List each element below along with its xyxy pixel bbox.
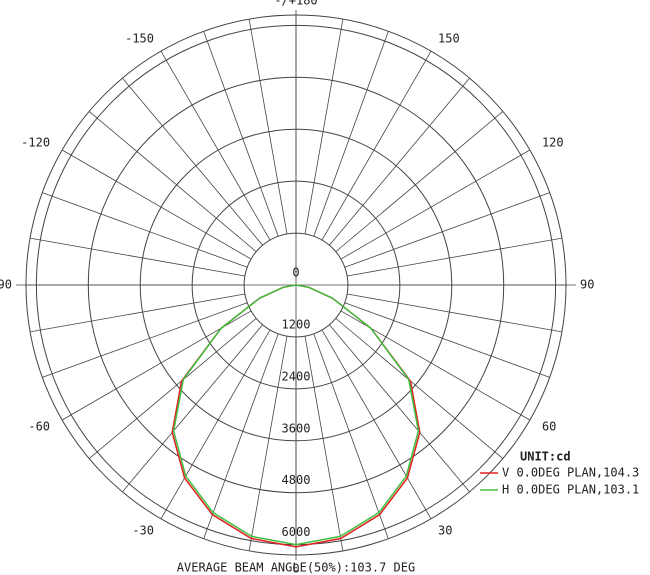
r-tick-label: 2400 bbox=[282, 369, 311, 383]
angle-tick-label: 30 bbox=[438, 523, 452, 537]
spoke bbox=[42, 302, 248, 378]
angle-tick-label: -150 bbox=[125, 32, 154, 46]
spoke bbox=[248, 336, 288, 551]
spoke bbox=[203, 333, 279, 539]
r-tick-label: 0 bbox=[292, 266, 299, 280]
spoke bbox=[335, 318, 504, 459]
spoke bbox=[335, 111, 504, 252]
angle-tick-label: 60 bbox=[542, 420, 556, 434]
r-tick-label: 1200 bbox=[282, 317, 311, 331]
legend-title: UNIT:cd bbox=[520, 450, 571, 464]
grid-ring bbox=[191, 180, 401, 390]
angle-tick-label: 120 bbox=[542, 136, 564, 150]
spoke bbox=[321, 329, 432, 520]
spoke bbox=[61, 149, 252, 260]
spoke bbox=[122, 77, 263, 246]
legend-label: H 0.0DEG PLAN,103.1 bbox=[502, 483, 639, 497]
spoke bbox=[347, 293, 562, 333]
spoke bbox=[304, 336, 344, 551]
footer: AVERAGE BEAM ANGLE(50%):103.7 DEG bbox=[177, 561, 415, 575]
r-tick-label: 3600 bbox=[282, 421, 311, 435]
angle-tick-label: -90 bbox=[0, 278, 12, 292]
r-tick-label: 4800 bbox=[282, 473, 311, 487]
spoke bbox=[313, 333, 389, 539]
angle-tick-label: 0 bbox=[292, 562, 299, 575]
spoke bbox=[321, 50, 432, 241]
spoke bbox=[329, 77, 470, 246]
r-tick-label: 6000 bbox=[282, 525, 311, 539]
spoke bbox=[42, 192, 248, 268]
grid-ring bbox=[243, 232, 349, 338]
angle-tick-label: 150 bbox=[438, 32, 460, 46]
spoke bbox=[30, 293, 245, 333]
spoke bbox=[88, 111, 257, 252]
angle-tick-label: -/+180 bbox=[274, 0, 317, 8]
angle-tick-label: -60 bbox=[28, 420, 50, 434]
spoke bbox=[248, 19, 288, 234]
grid-ring bbox=[139, 128, 453, 442]
spoke bbox=[122, 324, 263, 493]
spoke bbox=[347, 237, 562, 277]
spoke bbox=[30, 237, 245, 277]
angle-tick-label: 90 bbox=[580, 278, 594, 292]
spoke bbox=[304, 19, 344, 234]
legend-label: V 0.0DEG PLAN,104.3 bbox=[502, 466, 639, 480]
series-line bbox=[172, 284, 420, 546]
spoke bbox=[313, 31, 389, 237]
spoke bbox=[203, 31, 279, 237]
spoke bbox=[344, 192, 550, 268]
spoke bbox=[160, 50, 271, 241]
spoke bbox=[340, 149, 531, 260]
grid-ring bbox=[87, 76, 505, 494]
spoke bbox=[344, 302, 550, 378]
spoke bbox=[329, 324, 470, 493]
spoke bbox=[160, 329, 271, 520]
spoke bbox=[88, 318, 257, 459]
angle-tick-label: -30 bbox=[132, 523, 154, 537]
angle-tick-label: -120 bbox=[21, 136, 50, 150]
